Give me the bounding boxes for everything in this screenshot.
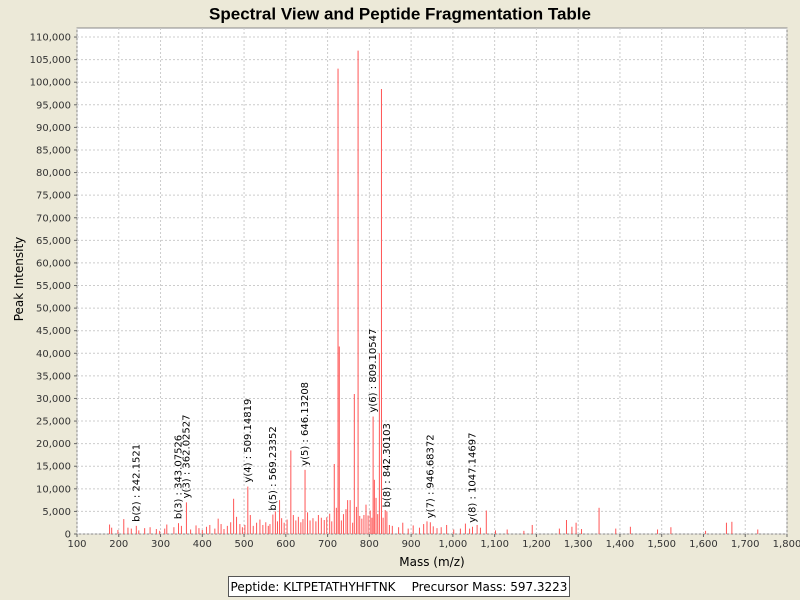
- y-tick-label: 10,000: [36, 484, 71, 495]
- plot-background: [76, 27, 788, 535]
- y-tick-label: 105,000: [30, 55, 71, 66]
- x-tick-label: 1,000: [439, 539, 468, 550]
- y-tick-label: 5,000: [42, 507, 71, 518]
- y-axis-label: Peak Intensity: [12, 237, 26, 322]
- precursor-mass-label: Precursor Mass: 597.3223: [411, 579, 568, 594]
- x-axis: 100 200 300 400 500 600 700 800 900 1,000 1,100 1,2…: [67, 534, 800, 550]
- peak-annotation: y(6) : 809.10547: [368, 329, 379, 413]
- peaks: [109, 50, 759, 534]
- peak-annotation: y(4) : 509.14819: [243, 399, 254, 483]
- x-tick-label: 600: [276, 539, 295, 550]
- peak-annotation: y(8) : 1047.14697: [468, 433, 479, 523]
- y-tick-label: 35,000: [36, 371, 71, 382]
- y-tick-label: 100,000: [30, 78, 71, 89]
- x-tick-label: 200: [109, 539, 128, 550]
- y-tick-label: 75,000: [36, 191, 71, 202]
- peak-annotation: y(5) : 646.13208: [300, 382, 311, 466]
- y-tick-label: 0: [65, 530, 71, 541]
- y-tick-label: 45,000: [36, 326, 71, 337]
- y-axis: 0 5,000 10,000 15,000 20,000 25,000 30,000 35,0…: [30, 33, 77, 541]
- x-tick-label: 1,700: [731, 539, 760, 550]
- x-tick-label: 300: [151, 539, 170, 550]
- y-tick-label: 20,000: [36, 439, 71, 450]
- peak-annotation: b(3) : 343.07526: [174, 435, 185, 519]
- x-tick-label: 400: [193, 539, 212, 550]
- y-tick-label: 110,000: [30, 33, 71, 44]
- x-tick-label: 1,100: [480, 539, 509, 550]
- x-tick-label: 1,200: [522, 539, 551, 550]
- peak-annotation: b(2) : 242.1521: [131, 444, 142, 522]
- x-tick-label: 1,800: [773, 539, 800, 550]
- peptide-legend: Peptide: KLTPETATHYHFTNK Precursor Mass:…: [228, 576, 570, 597]
- x-tick-label: 1,300: [564, 539, 593, 550]
- x-tick-label: 500: [235, 539, 254, 550]
- y-tick-label: 70,000: [36, 213, 71, 224]
- y-tick-label: 25,000: [36, 417, 71, 428]
- y-tick-label: 85,000: [36, 145, 71, 156]
- y-tick-label: 95,000: [36, 100, 71, 111]
- x-axis-label: Mass (m/z): [399, 555, 464, 569]
- y-tick-label: 40,000: [36, 349, 71, 360]
- y-tick-label: 65,000: [36, 236, 71, 247]
- x-tick-label: 1,600: [689, 539, 718, 550]
- y-tick-label: 60,000: [36, 258, 71, 269]
- y-tick-label: 80,000: [36, 168, 71, 179]
- x-tick-label: 1,400: [606, 539, 635, 550]
- peptide-label: Peptide: KLTPETATHYHFTNK: [230, 579, 396, 594]
- x-tick-label: 100: [67, 539, 86, 550]
- peak-annotation: y(3) : 362.02527: [181, 414, 192, 498]
- x-tick-label: 1,500: [647, 539, 676, 550]
- y-tick-label: 55,000: [36, 281, 71, 292]
- peak-annotation: b(5) : 569.23352: [268, 426, 279, 510]
- peak-annotation: y(7) : 946.68372: [426, 434, 437, 518]
- peak-annotation: b(8) : 842.30103: [382, 423, 393, 507]
- gridlines: [76, 28, 788, 535]
- x-tick-label: 700: [318, 539, 337, 550]
- chart-title: Spectral View and Peptide Fragmentation …: [209, 5, 591, 24]
- y-tick-label: 15,000: [36, 462, 71, 473]
- y-tick-label: 50,000: [36, 304, 71, 315]
- y-tick-label: 30,000: [36, 394, 71, 405]
- y-tick-label: 90,000: [36, 123, 71, 134]
- x-tick-label: 900: [402, 539, 421, 550]
- x-tick-label: 800: [360, 539, 379, 550]
